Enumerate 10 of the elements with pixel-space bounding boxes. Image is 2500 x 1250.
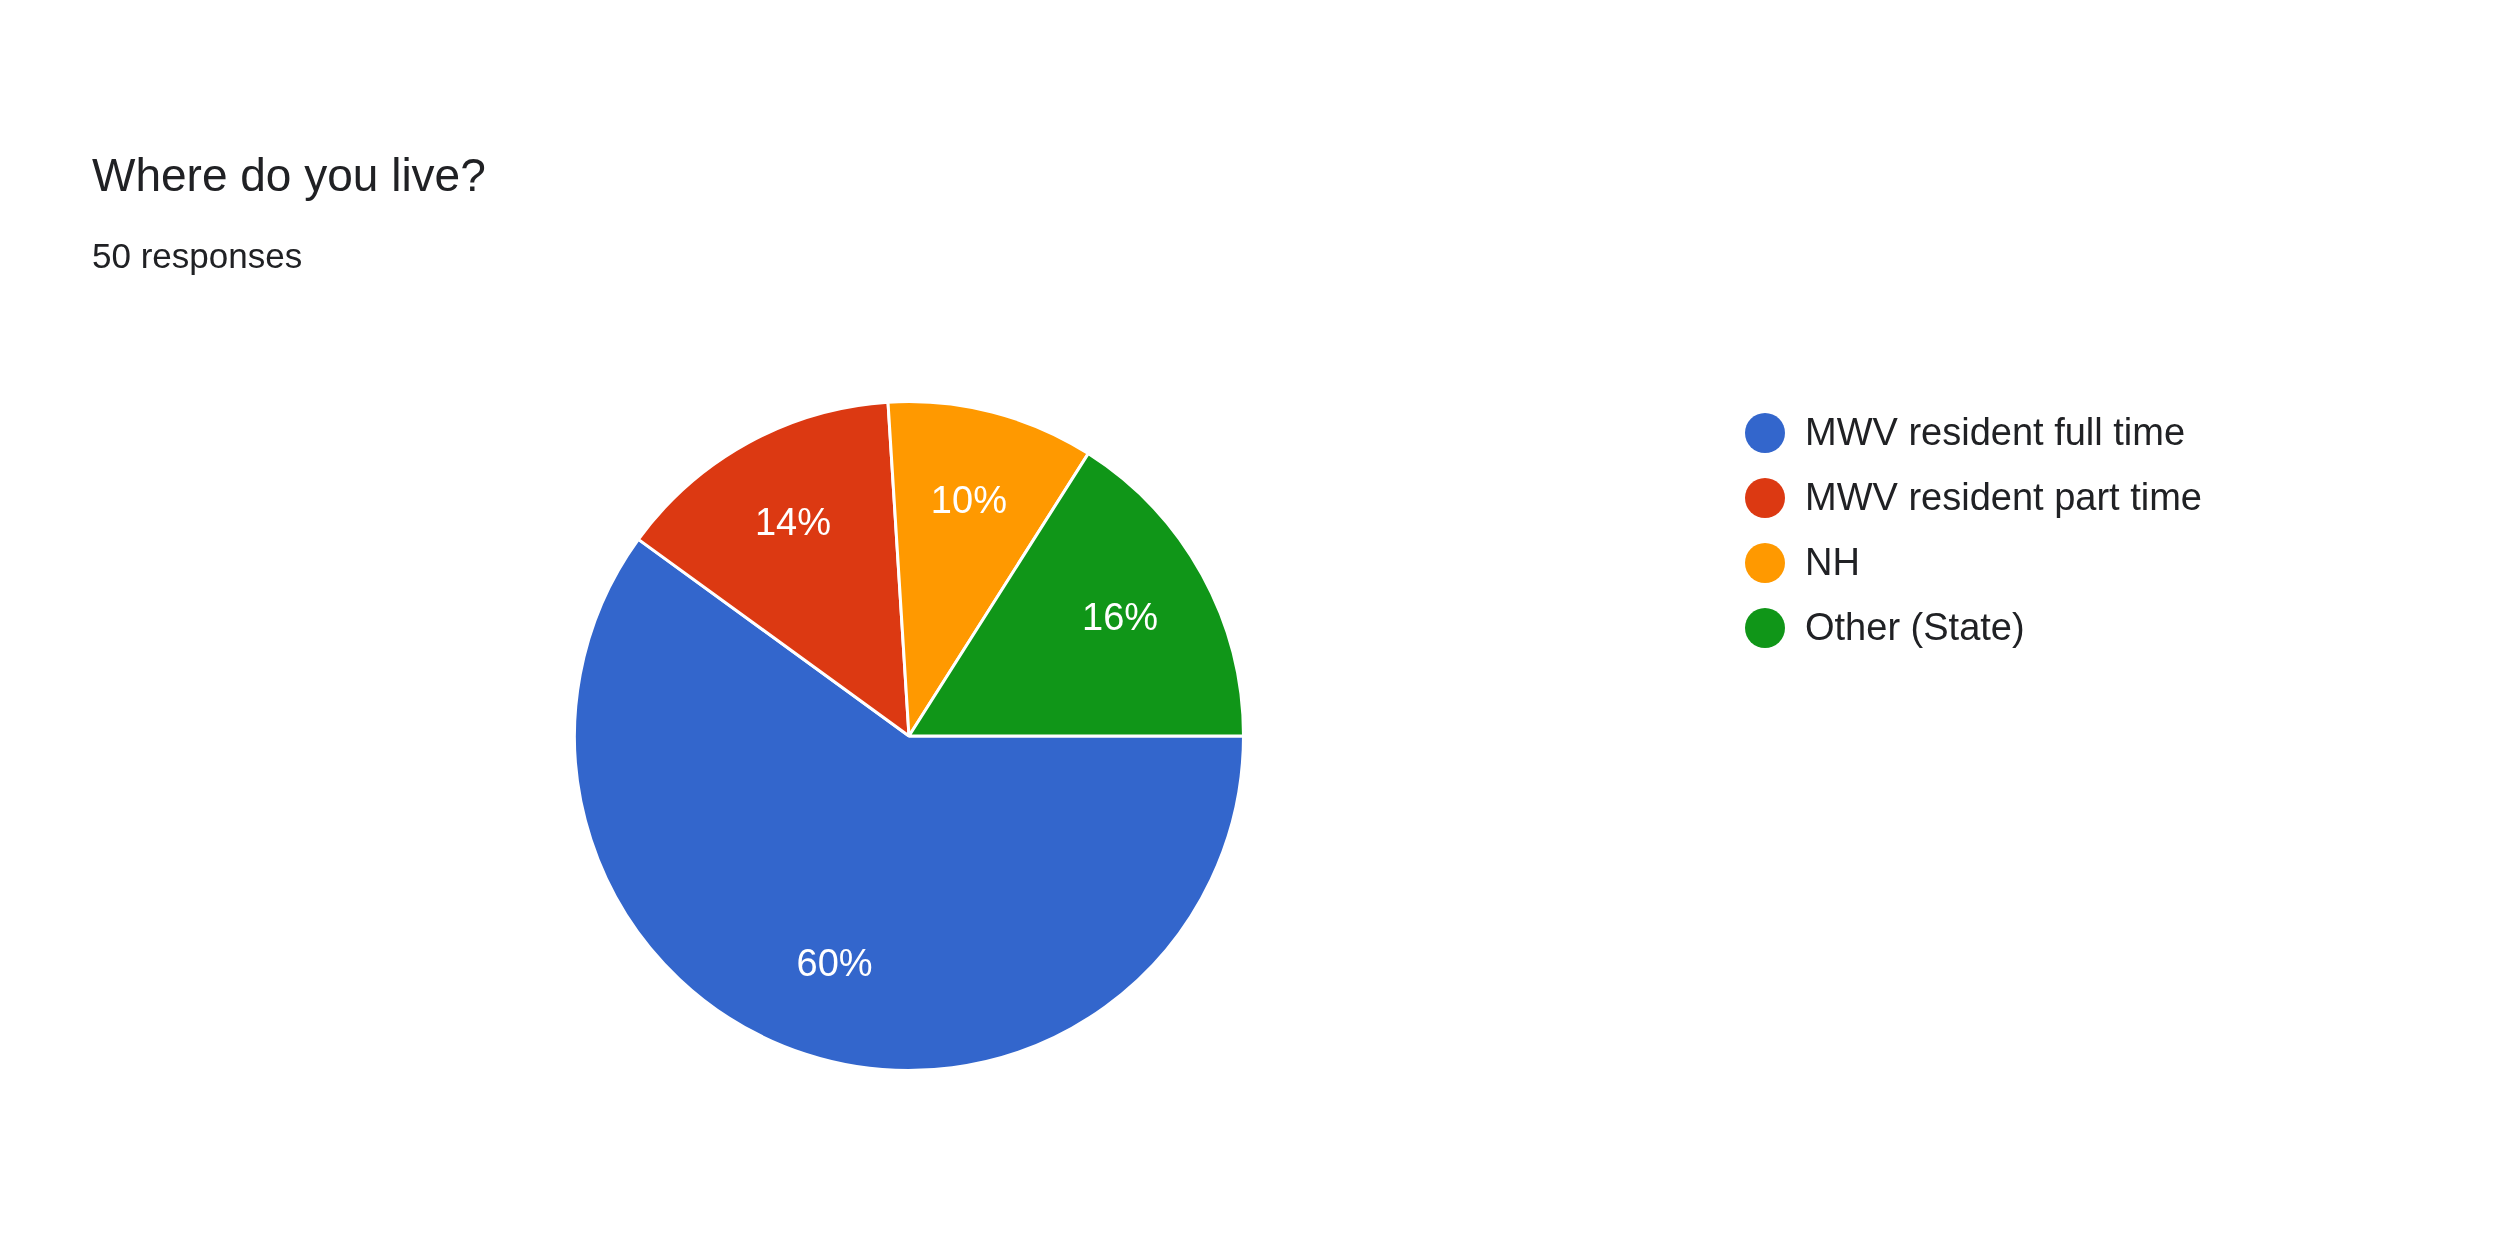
- data-label: 60%: [796, 941, 873, 984]
- data-label: 14%: [754, 501, 832, 544]
- legend-label: MWV resident full time: [1805, 411, 2186, 454]
- legend-label: Other (State): [1805, 606, 2025, 649]
- legend-label: NH: [1805, 541, 1860, 584]
- data-label: 10%: [930, 479, 1007, 522]
- data-label: 16%: [1082, 596, 1159, 639]
- legend-label: MWV resident part time: [1805, 476, 2202, 519]
- chart-title: Where do you live?: [92, 148, 486, 202]
- text: 50 responses: [92, 236, 303, 276]
